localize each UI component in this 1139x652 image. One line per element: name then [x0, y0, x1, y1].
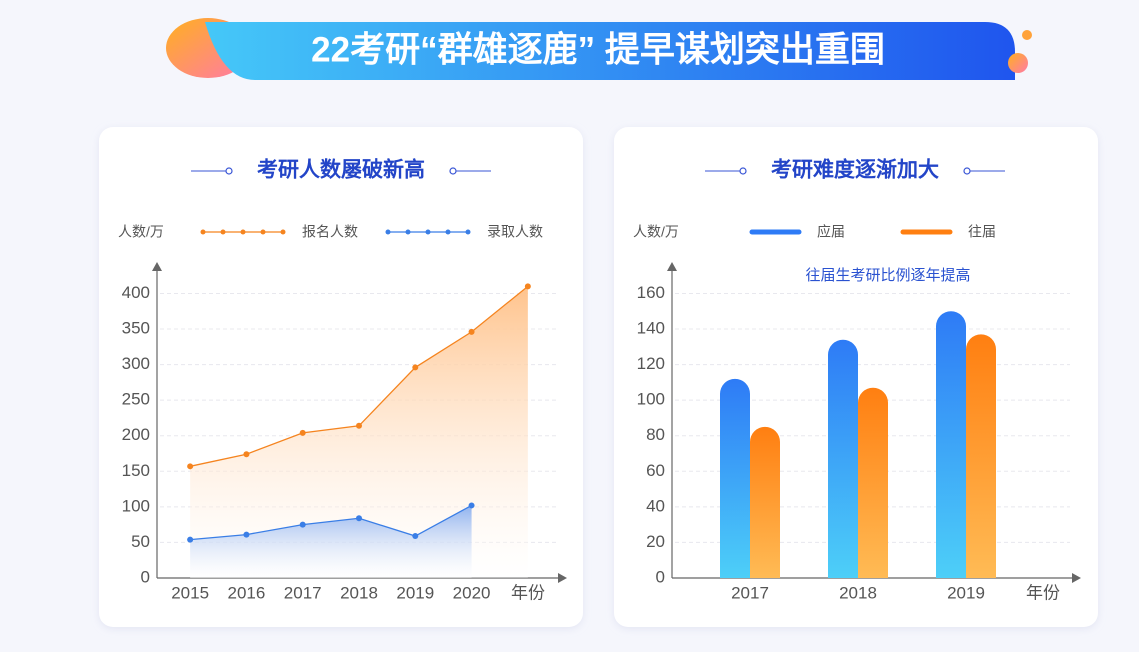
bar — [858, 387, 888, 578]
y-tick-label: 20 — [646, 532, 665, 551]
area — [190, 286, 528, 578]
title-ornament — [739, 167, 747, 175]
y-tick-label: 350 — [122, 319, 150, 338]
chart-title: 考研难度逐渐加大 — [771, 158, 939, 182]
legend-dot — [405, 229, 411, 235]
point — [187, 536, 194, 543]
x-tick-label: 2019 — [396, 583, 434, 602]
legend-dot — [385, 229, 391, 235]
x-axis-label: 年份 — [511, 583, 545, 602]
x-tick-label: 2015 — [171, 583, 209, 602]
legend-dot — [445, 229, 451, 235]
bar — [720, 378, 750, 578]
legend-dot — [280, 229, 286, 235]
point — [243, 451, 250, 458]
y-tick-label: 150 — [122, 461, 150, 480]
title-ornament — [963, 167, 971, 175]
legend-dot — [240, 229, 246, 235]
legend-label: 应届 — [817, 224, 845, 240]
banner — [205, 22, 1015, 80]
axis-arrow — [152, 262, 162, 271]
annotation: 往届生考研比例逐年提高 — [805, 267, 970, 284]
point — [524, 283, 531, 290]
axis-arrow — [667, 262, 677, 271]
x-tick-label: 2020 — [453, 583, 491, 602]
axis-arrow — [1072, 573, 1081, 583]
point — [243, 531, 250, 538]
dot — [1022, 30, 1032, 40]
legend-label: 报名人数 — [302, 224, 358, 240]
y-tick-label: 100 — [122, 496, 150, 515]
chart-title: 考研人数屡破新高 — [257, 158, 425, 182]
x-tick-label: 2017 — [284, 583, 322, 602]
y-tick-label: 100 — [637, 390, 665, 409]
bar — [936, 311, 966, 578]
y-tick-label: 0 — [141, 567, 150, 586]
y-tick-label: 160 — [637, 283, 665, 302]
y-tick-label: 140 — [637, 319, 665, 338]
point — [356, 515, 362, 522]
x-axis-label: 年份 — [1026, 583, 1060, 602]
y-tick-label: 80 — [646, 425, 665, 444]
bar — [750, 426, 780, 578]
x-tick-label: 2016 — [228, 583, 266, 602]
y-tick-label: 40 — [646, 496, 665, 515]
y-tick-label: 400 — [122, 283, 150, 302]
x-tick-label: 2019 — [947, 583, 985, 602]
y-axis-label: 人数/万 — [118, 224, 164, 240]
y-tick-label: 0 — [656, 567, 665, 586]
point — [299, 521, 306, 528]
legend-label: 录取人数 — [487, 224, 543, 240]
legend-dot — [260, 229, 266, 235]
point — [299, 429, 306, 436]
page-title: 22考研“群雄逐鹿” 提早谋划突出重围 — [311, 30, 885, 69]
y-tick-label: 250 — [122, 390, 150, 409]
axis-arrow — [558, 573, 567, 583]
y-axis-label: 人数/万 — [633, 224, 679, 240]
point — [468, 328, 475, 335]
point — [468, 502, 475, 509]
point — [187, 463, 194, 470]
bar — [966, 334, 996, 578]
x-tick-label: 2017 — [731, 583, 769, 602]
bar — [828, 339, 858, 578]
x-tick-label: 2018 — [839, 583, 877, 602]
y-tick-label: 200 — [122, 425, 150, 444]
point — [412, 364, 419, 371]
point — [356, 422, 362, 429]
y-tick-label: 300 — [122, 354, 150, 373]
y-tick-label: 50 — [131, 532, 150, 551]
legend-dot — [200, 229, 206, 235]
title-ornament — [225, 167, 233, 175]
point — [412, 533, 419, 540]
dot — [1008, 53, 1028, 73]
legend-dot — [465, 229, 471, 235]
legend-dot — [425, 229, 431, 235]
y-tick-label: 60 — [646, 461, 665, 480]
y-tick-label: 120 — [637, 354, 665, 373]
area — [190, 505, 472, 578]
legend-label: 往届 — [968, 224, 996, 240]
line — [190, 504, 472, 541]
title-ornament — [449, 167, 457, 175]
legend-dot — [220, 229, 226, 235]
x-tick-label: 2018 — [340, 583, 378, 602]
